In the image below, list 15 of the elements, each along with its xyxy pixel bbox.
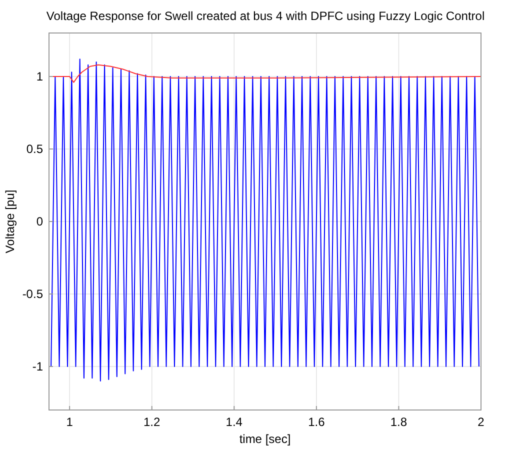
line-series [50,58,480,382]
x-tick-label: 1.8 [390,415,408,429]
y-tick-label: -0.5 [22,287,44,301]
y-tick-label: 0.5 [26,142,44,156]
x-tick-label: 1 [66,415,74,429]
x-tick-label: 1.4 [226,415,243,429]
y-tick-label: 1 [36,70,44,84]
x-tick-label: 1.2 [144,415,161,429]
y-axis-title: Voltage [pu] [3,190,17,254]
x-tick-label: 2 [478,415,485,429]
x-tick-label: 1.6 [308,415,326,429]
chart-title: Voltage Response for Swell created at bus 4 with DPFC using Fuzzy Logic Control [46,9,485,23]
y-tick-label: 0 [36,214,44,228]
x-axis-title: time [sec] [239,432,291,446]
y-tick-label: -1 [32,360,44,374]
